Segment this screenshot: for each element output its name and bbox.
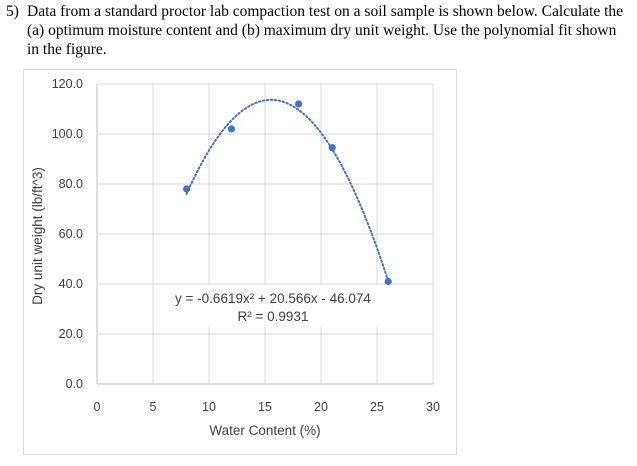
data-point bbox=[384, 277, 392, 286]
y-tick-label: 0.0 bbox=[66, 377, 83, 391]
x-tick-labels: 0 5 10 15 20 25 30 bbox=[94, 400, 440, 414]
trendline-equation: y = -0.6619x² + 20.566x - 46.074 bbox=[175, 291, 371, 306]
data-points bbox=[183, 100, 392, 286]
y-tick-label: 120.0 bbox=[52, 77, 83, 91]
x-axis-title: Water Content (%) bbox=[209, 423, 320, 438]
y-tick-label: 80.0 bbox=[59, 177, 83, 191]
y-tick-label: 20.0 bbox=[59, 327, 83, 341]
x-tick-label: 20 bbox=[314, 400, 328, 414]
y-tick-label: 100.0 bbox=[52, 127, 83, 141]
y-tick-label: 40.0 bbox=[59, 277, 83, 291]
polynomial-trendline bbox=[185, 98, 390, 282]
question-body: Data from a standard proctor lab compact… bbox=[27, 3, 624, 58]
x-tick-label: 15 bbox=[258, 400, 272, 414]
x-tick-label: 30 bbox=[426, 400, 440, 414]
y-tick-labels: 0.0 20.0 40.0 60.0 80.0 100.0 120.0 bbox=[52, 77, 83, 391]
x-tick-label: 5 bbox=[150, 400, 157, 414]
equation-box bbox=[168, 285, 378, 327]
x-tick-label: 0 bbox=[94, 400, 101, 414]
x-tick-label: 25 bbox=[370, 400, 384, 414]
r-squared-label: R² = 0.9931 bbox=[238, 309, 309, 324]
question-number: 5) bbox=[6, 3, 19, 20]
data-point bbox=[295, 100, 303, 108]
x-tick-label: 10 bbox=[202, 400, 216, 414]
chart-frame bbox=[23, 69, 457, 455]
data-point bbox=[328, 144, 336, 152]
question-text-block: 5) Data from a standard proctor lab comp… bbox=[6, 2, 632, 59]
y-tick-label: 60.0 bbox=[59, 227, 83, 241]
data-point bbox=[183, 185, 191, 193]
y-axis-title: Dry unit weight (lb/ft^3) bbox=[30, 167, 45, 305]
data-point bbox=[227, 125, 235, 133]
gridlines bbox=[96, 83, 434, 385]
